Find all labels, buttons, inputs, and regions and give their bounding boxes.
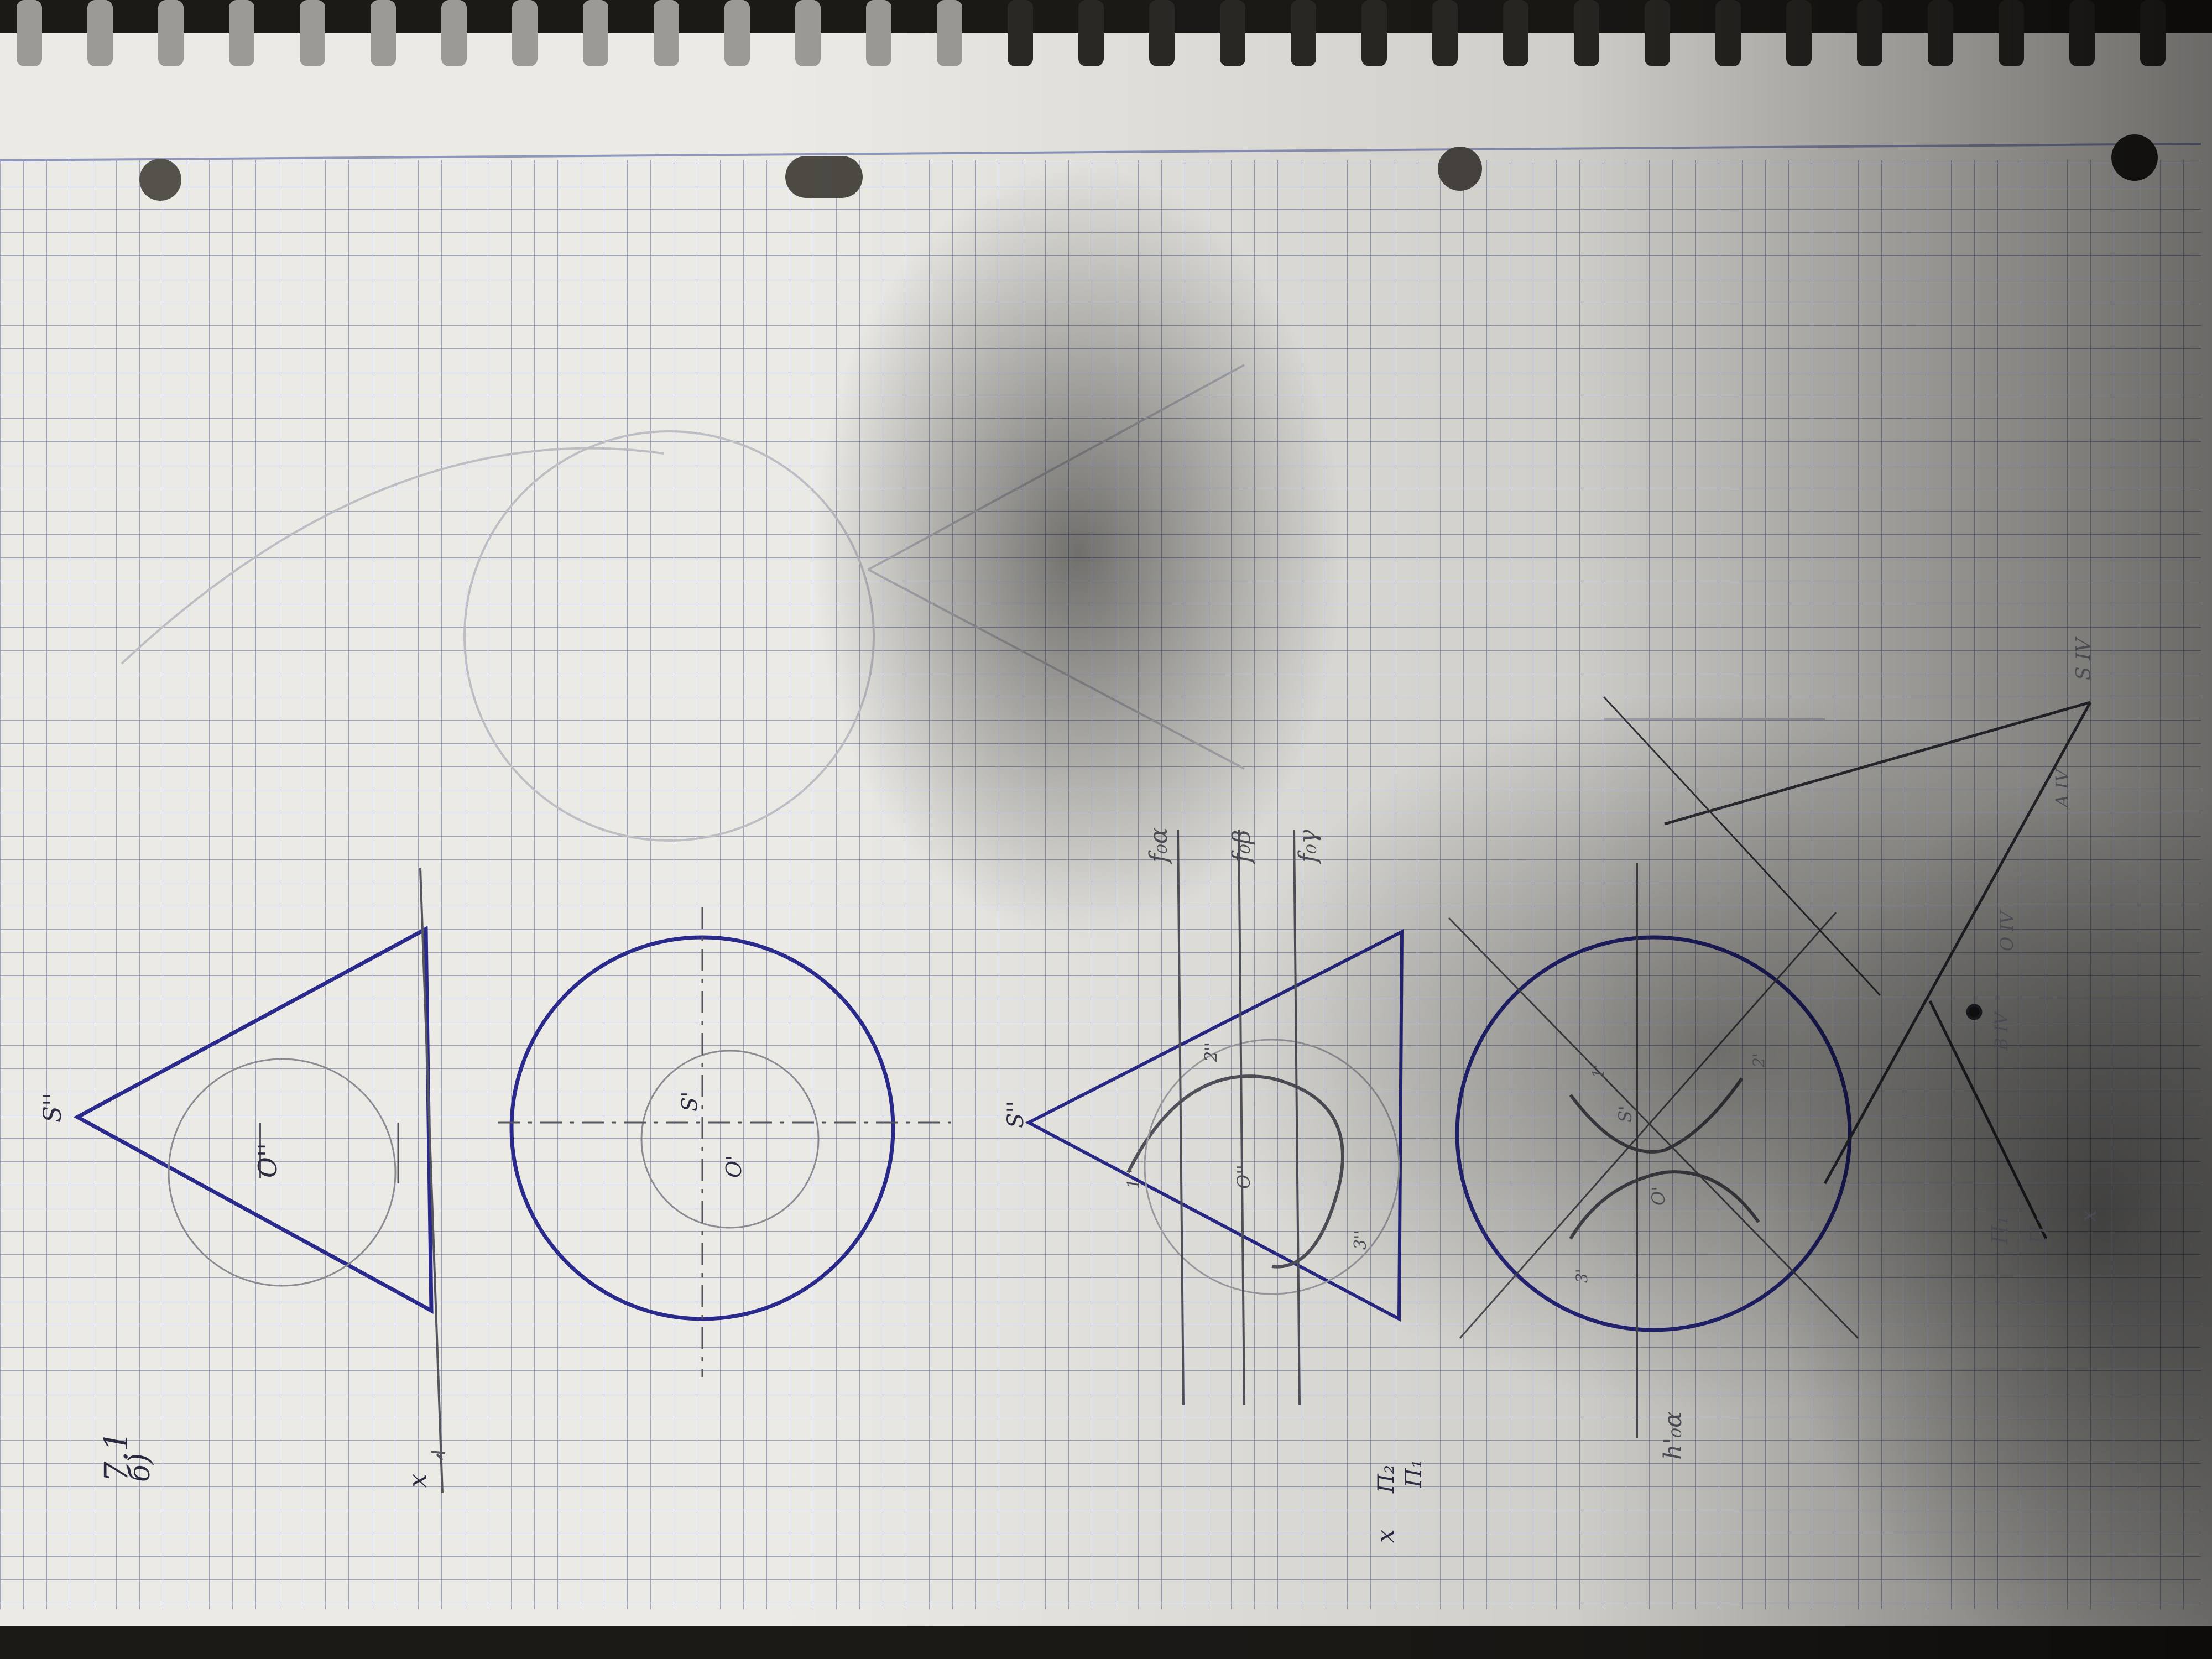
label-o4: O IV <box>1996 910 2017 951</box>
label-point-3-top: 3' <box>1573 1269 1591 1283</box>
spiral-ring <box>87 0 113 66</box>
spiral-ring <box>229 0 254 66</box>
label-o2-bottom: O'' <box>1233 1165 1254 1189</box>
label-o1-top: O' <box>722 1155 746 1178</box>
label-axis-bottom: x <box>1371 1529 1400 1543</box>
axis-lines <box>431 1451 446 1461</box>
spiral-ring <box>724 0 750 66</box>
hand-shadow-right <box>1770 774 2212 1659</box>
label-axis-top: x <box>404 1474 432 1488</box>
label-trace-f0a: f₀α <box>1145 827 1173 864</box>
spiral-ring <box>654 0 679 66</box>
label-trace-h0: h'₀α <box>1659 1411 1687 1460</box>
spiral-ring <box>300 0 325 66</box>
label-s1-top: S' <box>677 1092 702 1112</box>
top-cone-front-view <box>73 868 444 1494</box>
label-axis-aux: x <box>2076 1209 2101 1222</box>
label-s2-bottom: S'' <box>1003 1101 1029 1128</box>
label-o2-top: O'' <box>253 1143 283 1178</box>
label-point-1-front: 1'' <box>1124 1169 1144 1189</box>
label-s4: S IV <box>2073 636 2095 680</box>
label-point-2-front: 2'' <box>1202 1042 1221 1062</box>
label-plane-pi1-aux: П₁ <box>1987 1216 2013 1245</box>
spiral-ring <box>512 0 538 66</box>
spiral-ring <box>158 0 184 66</box>
label-s2-top: S'' <box>39 1093 67 1123</box>
label-plane-pi2: П₂ <box>1374 1465 1399 1494</box>
label-point-2-top: 2' <box>1750 1053 1768 1068</box>
label-b4: B IV <box>1991 1011 2012 1051</box>
spiral-ring <box>17 0 42 66</box>
problem-number: 7.1 <box>97 1431 135 1482</box>
spiral-ring <box>371 0 396 66</box>
hand-shadow-upper <box>813 166 1344 940</box>
label-point-3-front: 3'' <box>1351 1230 1370 1250</box>
label-s1-bottom: S' <box>1615 1105 1636 1123</box>
label-plane-pi1: П₁ <box>1401 1459 1427 1488</box>
label-point-1-top: 1' <box>1589 1064 1608 1078</box>
spiral-ring <box>583 0 608 66</box>
label-plane-pi4: П₄ <box>2026 1216 2052 1245</box>
problem-variant: б) <box>123 1453 156 1482</box>
spiral-ring <box>441 0 467 66</box>
label-a4: A IV <box>2052 768 2073 809</box>
label-trace-f0b: f₀β <box>1228 830 1256 864</box>
label-o1-bottom: O' <box>1648 1186 1669 1206</box>
label-trace-f0c: f₀γ <box>1294 829 1322 864</box>
